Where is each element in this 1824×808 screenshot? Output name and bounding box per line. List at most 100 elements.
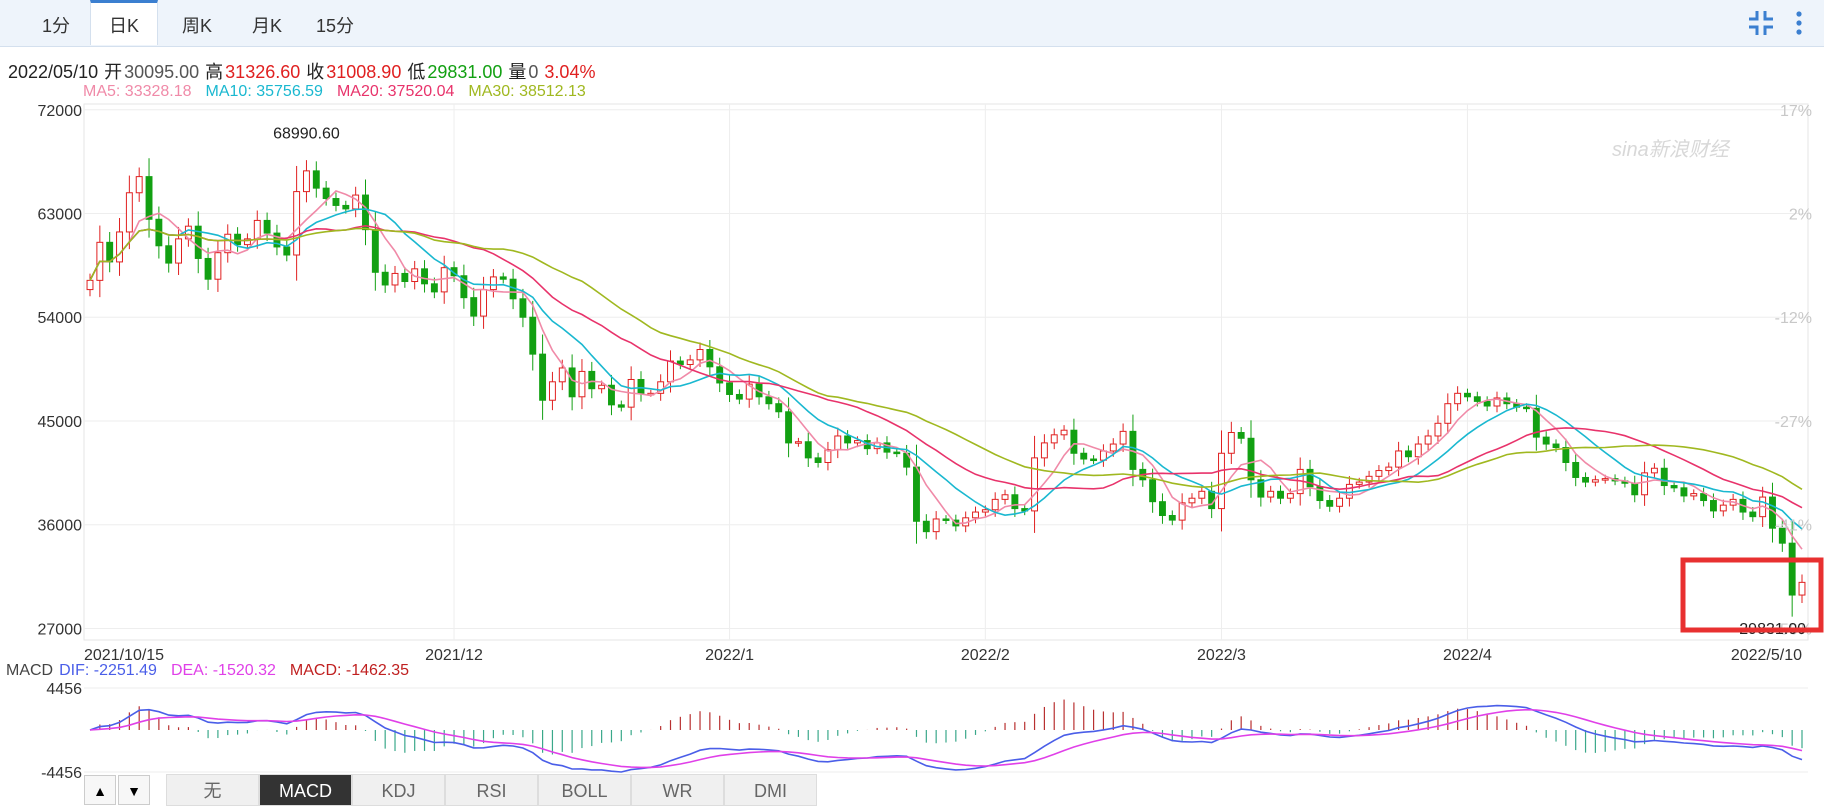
candle — [1483, 400, 1491, 407]
candle — [1257, 479, 1265, 498]
ma-lines — [89, 189, 1803, 550]
tab-weekly[interactable]: 周K — [181, 16, 212, 36]
candle — [1375, 470, 1383, 477]
candle — [1552, 443, 1560, 449]
candle — [165, 245, 173, 264]
candle — [558, 367, 566, 383]
chart-grid — [83, 103, 1809, 641]
candle — [804, 441, 812, 459]
candle — [381, 271, 389, 286]
candlestick-chart[interactable]: 72000 17% 63000 2% 54000 -12% 45000 -27% 36000 -4… — [0, 100, 1824, 660]
macd-prefix: MACD — [6, 662, 54, 679]
candle — [913, 466, 920, 522]
candle — [716, 366, 724, 384]
info-low-label: 低 — [407, 62, 426, 82]
macd-chart[interactable]: 4456 -4456 — [0, 680, 1824, 780]
arrow-down-icon[interactable]: ▼ — [118, 775, 150, 805]
candle — [470, 297, 478, 317]
candle — [1031, 457, 1039, 512]
y-tick-label: 63000 — [38, 207, 83, 224]
macd-lines — [89, 704, 1803, 773]
candle — [1198, 490, 1206, 499]
indicator-tab-kdj[interactable]: KDJ — [352, 774, 445, 806]
info-vol-label: 量 — [508, 62, 527, 82]
candle — [1011, 494, 1019, 510]
candle — [352, 194, 360, 210]
candle — [1168, 515, 1176, 521]
collapse-icon[interactable] — [1744, 6, 1778, 40]
indicator-tab-dmi[interactable]: DMI — [724, 774, 817, 806]
candle — [686, 359, 694, 366]
pct-tick-label: 2% — [1789, 207, 1812, 224]
candle — [1719, 504, 1727, 512]
candle — [1670, 485, 1678, 489]
candle — [1572, 461, 1580, 478]
tab-daily[interactable]: 日K — [90, 0, 158, 45]
ma-legend: MA5: 33328.18 MA10: 35756.59 MA20: 37520.0… — [83, 83, 600, 101]
pct-tick-label: -27% — [1775, 414, 1812, 431]
dif-line — [89, 704, 1803, 773]
candle — [1414, 443, 1422, 458]
candle — [401, 272, 409, 283]
more-vertical-icon[interactable] — [1782, 6, 1816, 40]
candle — [1159, 501, 1166, 517]
candle — [460, 275, 468, 299]
tab-15min[interactable]: 15分 — [315, 16, 355, 36]
candle — [1355, 481, 1363, 485]
candle — [293, 191, 301, 256]
candle — [214, 252, 222, 280]
candle — [834, 435, 842, 451]
chart-labels: 72000 17% 63000 2% 54000 -12% 45000 -27% 36000 -4… — [38, 103, 1824, 660]
candle — [1365, 475, 1373, 483]
period-tab-bar: 1分 日K 周K 月K 15分 — [0, 0, 1824, 47]
macd-y-tick: 4456 — [46, 681, 82, 698]
x-tick-label: 2022/4 — [1443, 647, 1492, 660]
info-open-label: 开 — [104, 62, 123, 82]
ma10-label: MA10: 35756.59 — [205, 83, 323, 100]
candle — [1473, 396, 1481, 402]
indicator-tab-none[interactable]: 无 — [166, 774, 259, 806]
indicator-tab-boll[interactable]: BOLL — [538, 774, 631, 806]
x-tick-label: 2021/12 — [425, 647, 483, 660]
candle — [972, 511, 979, 519]
indicator-tab-wr[interactable]: WR — [631, 774, 724, 806]
indicator-tab-macd[interactable]: MACD — [259, 774, 352, 806]
candle — [204, 257, 212, 280]
max-price-label: 68990.60 — [273, 125, 340, 142]
candle — [1444, 403, 1452, 424]
candle — [794, 441, 802, 444]
tab-1min[interactable]: 1分 — [41, 16, 70, 36]
ma10-line — [89, 208, 1803, 530]
candle — [1650, 467, 1658, 474]
candle — [932, 518, 940, 533]
ohlc-info-line: 2022/05/10 开 30095.00 高 31326.60 收 31008.90 低 29… — [8, 58, 601, 84]
candle — [1080, 452, 1088, 460]
candle — [991, 498, 999, 511]
tab-monthly[interactable]: 月K — [251, 16, 282, 36]
arrow-up-icon[interactable]: ▲ — [84, 775, 116, 805]
candle — [1631, 482, 1639, 496]
candle — [1218, 452, 1225, 510]
macd-grid: 4456 -4456 — [41, 681, 1808, 780]
info-high: 31326.60 — [225, 62, 301, 82]
candle — [391, 272, 399, 286]
candle — [499, 276, 507, 280]
ma20-label: MA20: 37520.04 — [336, 83, 455, 100]
candle — [1070, 429, 1078, 454]
candle — [1178, 502, 1186, 521]
candle — [1267, 490, 1275, 498]
candle — [539, 353, 547, 401]
candle — [1109, 443, 1117, 452]
candle — [529, 316, 537, 355]
candle — [1050, 434, 1058, 444]
candle — [1149, 479, 1157, 503]
candle — [1326, 500, 1334, 507]
indicator-tab-rsi[interactable]: RSI — [445, 774, 538, 806]
candle — [568, 367, 576, 398]
candle — [519, 298, 527, 318]
candle — [1601, 478, 1609, 481]
candle — [86, 279, 94, 291]
x-tick-label: 2022/3 — [1197, 647, 1246, 660]
candle — [1680, 487, 1688, 497]
candle — [1237, 432, 1245, 439]
